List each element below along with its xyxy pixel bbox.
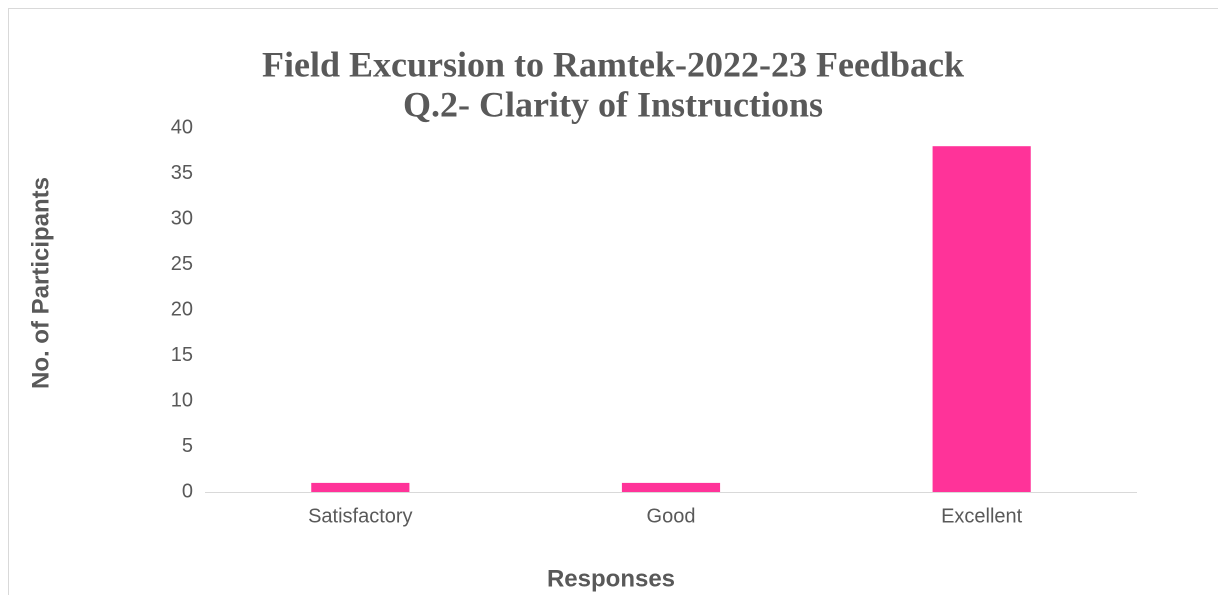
chart-frame [8,8,1218,595]
chart-title: Field Excursion to Ramtek-2022-23 Feedba… [262,44,964,84]
y-axis-title: No. of Participants [27,177,54,389]
y-tick-label: 30 [171,207,193,229]
y-tick-label: 20 [171,298,193,320]
bar [932,146,1031,492]
y-tick-label: 40 [171,116,193,138]
y-tick-label: 5 [182,435,193,457]
bar [621,482,721,492]
x-axis-title: Responses [547,565,675,592]
y-tick-label: 35 [171,162,193,184]
chart-subtitle: Q.2- Clarity of Instructions [403,84,823,124]
y-tick-label: 25 [171,253,193,275]
y-tick-label: 15 [171,344,193,366]
x-tick-label: Satisfactory [308,505,412,527]
x-tick-label: Good [647,505,696,527]
y-tick-label: 0 [182,480,193,502]
bar [311,482,410,492]
x-tick-label: Excellent [941,505,1023,527]
y-tick-label: 10 [171,389,193,411]
